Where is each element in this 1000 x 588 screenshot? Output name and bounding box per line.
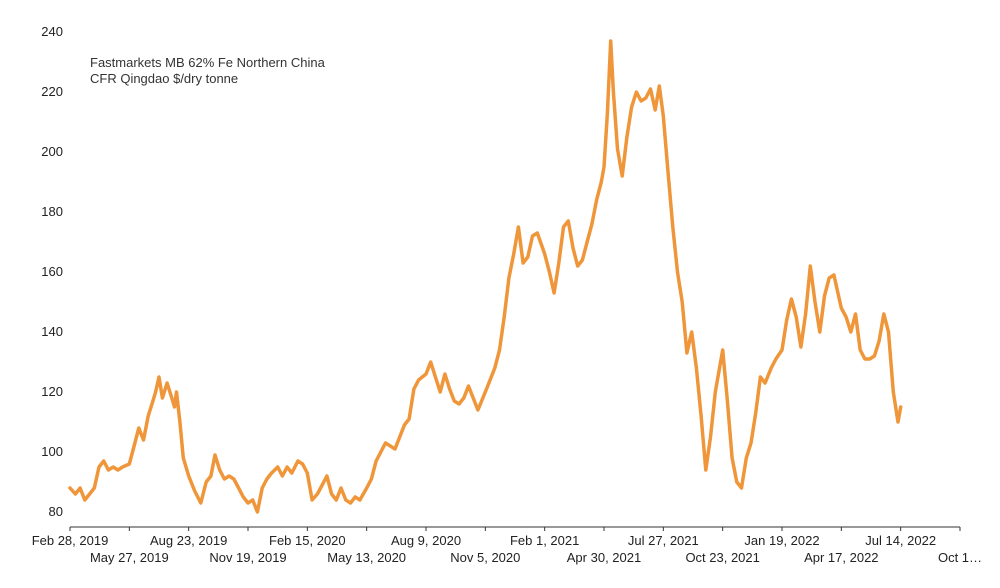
x-tick-label: Apr 17, 2022 [804,550,878,565]
x-axis: Feb 28, 2019 May 27, 2019 Aug 23, 2019 Nov … [32,526,982,565]
y-tick-label: 240 [41,24,63,39]
x-tick-label: Aug 9, 2020 [391,533,461,548]
x-tick-label: May 27, 2019 [90,550,169,565]
series-line [68,39,903,514]
y-tick-label: 220 [41,84,63,99]
x-tick-label: Nov 19, 2019 [209,550,286,565]
x-tick-label: Oct 23, 2021 [685,550,759,565]
annotation-group: Fastmarkets MB 62% Fe Northern China CFR… [90,55,326,86]
annotation-line-1: Fastmarkets MB 62% Fe Northern China [90,55,326,70]
series-group [68,39,903,514]
x-tick-label: Oct 1… [938,550,982,565]
x-tick-label: Jul 27, 2021 [628,533,699,548]
y-axis: 80 100 120 140 160 180 200 220 240 [41,24,63,519]
x-tick-label: Jul 14, 2022 [865,533,936,548]
x-tick-label: Feb 28, 2019 [32,533,109,548]
y-tick-label: 200 [41,144,63,159]
x-tick-label: Nov 5, 2020 [450,550,520,565]
annotation-line-2: CFR Qingdao $/dry tonne [90,71,238,86]
x-tick-label: Aug 23, 2019 [150,533,227,548]
x-tick-label: May 13, 2020 [327,550,406,565]
y-tick-label: 140 [41,324,63,339]
x-tick-label: Jan 19, 2022 [744,533,819,548]
y-tick-label: 120 [41,384,63,399]
y-tick-label: 160 [41,264,63,279]
x-tick-label: Feb 1, 2021 [510,533,579,548]
y-tick-label: 180 [41,204,63,219]
y-tick-label: 100 [41,444,63,459]
x-tick-label: Feb 15, 2020 [269,533,346,548]
y-tick-label: 80 [49,504,63,519]
x-tick-label: Apr 30, 2021 [567,550,641,565]
